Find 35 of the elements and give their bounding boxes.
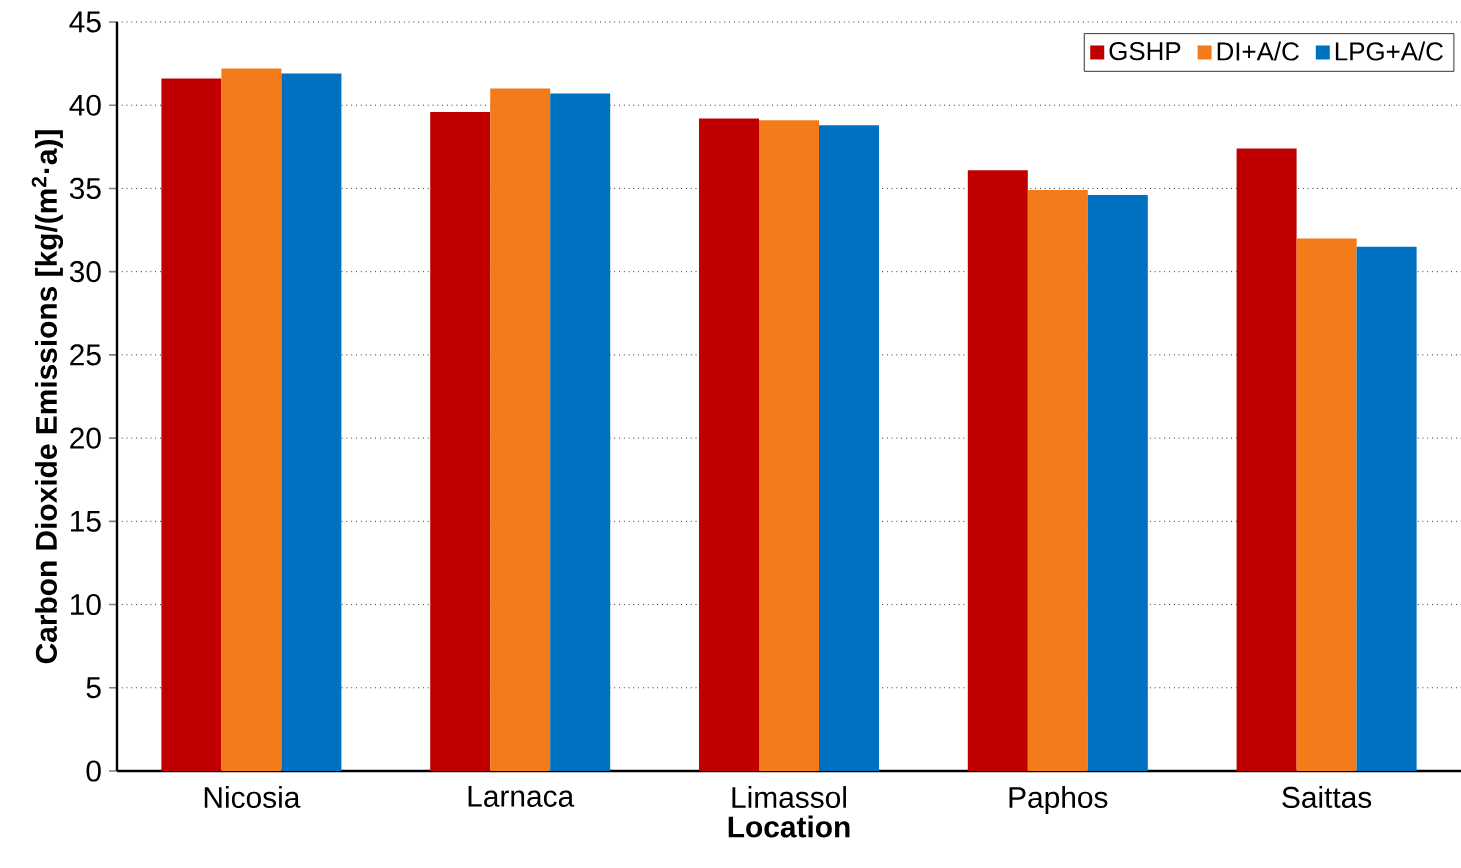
y-tick-label: 30 <box>69 261 101 283</box>
bar <box>1027 190 1088 771</box>
y-tick-label: 45 <box>69 11 101 33</box>
legend-label: GSHP <box>1109 41 1181 61</box>
x-tick-label: Saittas <box>1282 786 1372 808</box>
y-tick-label: 5 <box>86 677 101 699</box>
bar <box>221 68 282 771</box>
bar <box>1236 148 1297 771</box>
bar <box>1356 246 1417 771</box>
x-tick-label: Paphos <box>1009 786 1108 814</box>
y-tick-label: 10 <box>71 593 101 616</box>
bar <box>819 125 880 771</box>
bar <box>161 78 222 771</box>
x-tick-label: Limassol <box>732 786 846 808</box>
legend-label: DI+A/C <box>1217 41 1299 61</box>
y-tick-label: 40 <box>69 94 101 116</box>
bar <box>1296 238 1357 771</box>
y-tick-label: 25 <box>70 344 101 366</box>
bar <box>759 120 819 771</box>
x-axis-title: Location <box>728 815 850 838</box>
bar <box>967 170 1028 771</box>
bar <box>550 93 611 771</box>
bar <box>430 111 491 771</box>
y-tick-label: 15 <box>71 510 101 532</box>
x-tick-label: Nicosia <box>204 786 301 808</box>
y-axis-title: Carbon Dioxide Emissions [kg/(m$^{2}$·a)] <box>31 130 64 664</box>
x-tick-label: Larnaca <box>468 786 575 807</box>
bar <box>281 73 342 771</box>
bar <box>1087 195 1148 771</box>
y-tick-label: 35 <box>69 177 101 200</box>
bar <box>490 88 551 771</box>
legend-label: LPG+A/C <box>1335 41 1443 61</box>
bar <box>699 118 759 771</box>
y-tick-label: 0 <box>86 760 101 782</box>
y-tick-label: 20 <box>70 427 101 449</box>
